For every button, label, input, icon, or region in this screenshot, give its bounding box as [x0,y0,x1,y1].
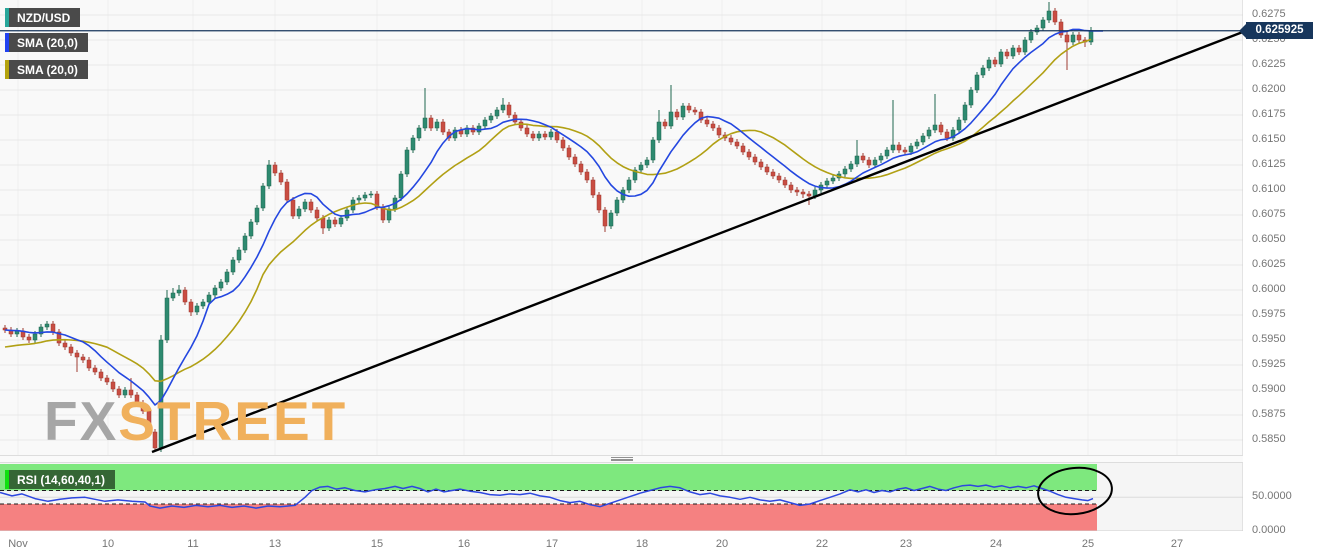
y-axis-tick-label: 0.5900 [1252,383,1286,395]
x-axis-tick-label: 18 [635,538,649,550]
x-axis-tick-label: 20 [715,538,729,550]
legend-sma-fast[interactable]: SMA (20,0) [5,33,88,52]
legend-symbol-label: NZD/USD [17,10,71,25]
panel-divider-handle[interactable] [0,455,1243,463]
symbol-color-bar-icon [5,8,9,27]
x-axis-tick-label: 22 [815,538,829,550]
y-axis-tick-label: 0.6225 [1252,58,1286,70]
x-axis-tick-label: 11 [187,538,199,550]
y-axis-tick-label: 0.6075 [1252,208,1286,220]
y-axis-tick-label: 0.6050 [1252,233,1286,245]
y-axis-tick-label: 0.5875 [1252,408,1286,420]
x-axis-tick-label: 27 [1170,538,1184,550]
rsi-color-bar-icon [5,470,9,489]
last-price-value: 0.625925 [1255,24,1304,37]
x-axis-tick-label: 24 [989,538,1003,550]
y-axis-tick-label: 0.5925 [1252,358,1286,370]
y-axis-tick-label: 0.5950 [1252,333,1286,345]
y-axis-tick-label: 0.6200 [1252,83,1286,95]
rsi-axis-tick-label: 0.0000 [1252,524,1286,536]
last-price-tag: 0.625925 [1239,22,1313,40]
legend-sma-slow[interactable]: SMA (20,0) [5,60,88,79]
price-axis[interactable]: 0.62750.62500.62250.62000.61750.61500.61… [1243,0,1331,536]
legend-rsi-label: RSI (14,60,40,1) [17,472,106,487]
y-axis-tick-label: 0.6150 [1252,133,1286,145]
y-axis-tick-label: 0.6100 [1252,183,1286,195]
x-axis-tick-label: Nov [8,538,28,550]
x-axis-tick-label: 16 [457,538,471,550]
legend-rsi[interactable]: RSI (14,60,40,1) [5,470,116,489]
sma-fast-color-bar-icon [5,33,9,52]
y-axis-tick-label: 0.5850 [1252,433,1286,445]
y-axis-tick-label: 0.6000 [1252,283,1286,295]
x-axis-tick-label: 10 [101,538,115,550]
price-tag-arrow-icon [1239,23,1246,38]
y-axis-tick-label: 0.6175 [1252,108,1286,120]
x-axis-tick-label: 15 [370,538,384,550]
y-axis-tick-label: 0.6125 [1252,158,1286,170]
time-axis[interactable]: Nov 10 11 13 15 16 17 18 20 22 23 24 25 27 [0,531,1331,558]
legend-symbol[interactable]: NZD/USD [5,8,81,27]
fxstreet-watermark: FXSTREET [44,390,348,452]
sma-slow-color-bar-icon [5,60,9,79]
x-axis-tick-label: 25 [1081,538,1095,550]
y-axis-tick-label: 0.5975 [1252,308,1286,320]
rsi-axis-tick-label: 50.0000 [1252,490,1292,503]
divider-grip-icon [610,456,633,462]
y-axis-tick-label: 0.6025 [1252,258,1286,270]
x-axis-tick-label: 13 [268,538,282,550]
x-axis-tick-label: 23 [899,538,913,550]
legend-sma-slow-label: SMA (20,0) [17,62,78,77]
x-axis-tick-label: 17 [545,538,559,550]
y-axis-tick-label: 0.6275 [1252,8,1286,20]
legend-sma-fast-label: SMA (20,0) [17,35,78,50]
